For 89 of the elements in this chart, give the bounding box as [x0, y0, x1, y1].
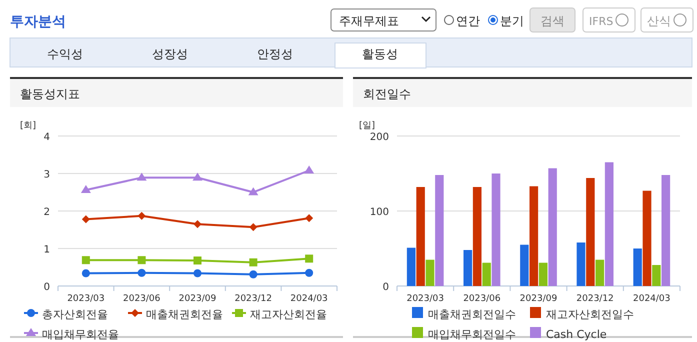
legend-label: 매출채권회전일수 — [428, 308, 516, 321]
x-tick-label: 2023/09 — [178, 294, 216, 304]
legend-label: 총자산회전율 — [42, 308, 108, 321]
point — [305, 214, 314, 222]
legend-item: 매입채무회전일수 — [412, 327, 516, 341]
legend-label: 매입채무회전일수 — [428, 328, 516, 341]
point — [138, 256, 146, 264]
point — [82, 269, 90, 278]
legend-item: Cash Cycle — [530, 327, 607, 341]
legend-label: 매출채권회전율 — [146, 308, 223, 321]
text: 활동성 — [362, 47, 398, 61]
point — [249, 223, 258, 232]
legend-item: 재고자산회전일수 — [530, 307, 634, 321]
y-tick-label: 0 — [44, 282, 50, 293]
legend-label: Cash Cycle — [546, 328, 607, 341]
text: 검색 — [540, 14, 564, 28]
bar — [530, 186, 538, 286]
y-tick-label: 200 — [370, 132, 389, 143]
point — [82, 215, 90, 224]
point — [194, 220, 202, 228]
x-tick-label: 2024/03 — [633, 294, 670, 304]
bar — [633, 248, 642, 286]
y-axis-title: [회] — [20, 121, 36, 131]
point — [194, 256, 202, 264]
text: 분기 — [500, 14, 524, 28]
text: 투자분석 — [10, 14, 66, 30]
point — [136, 172, 147, 181]
point — [249, 270, 258, 278]
bar — [586, 178, 595, 286]
text: 연간 — [456, 14, 480, 28]
y-tick-label: 2 — [44, 207, 50, 218]
legend-item: 매출채권회전율 — [128, 308, 223, 321]
chart-title: 회전일수 — [363, 87, 411, 101]
bar — [642, 190, 652, 286]
x-tick-label: 2024/03 — [290, 294, 328, 304]
bar — [435, 175, 444, 286]
point — [248, 187, 258, 196]
y-tick-label: 1 — [44, 244, 50, 256]
bar — [520, 244, 529, 286]
legend-item: 매출채권회전일수 — [412, 307, 516, 321]
point — [138, 268, 146, 277]
legend-label: 재고자산회전일수 — [546, 308, 634, 321]
point — [82, 256, 90, 264]
y-tick-label: 100 — [370, 207, 389, 218]
point — [305, 268, 314, 277]
text: IFRS — [589, 15, 614, 28]
bar — [596, 260, 604, 286]
point — [194, 269, 202, 278]
legend-label: 재고자산회전율 — [250, 308, 327, 321]
chart-title: 활동성지표 — [20, 87, 80, 101]
text: 수익성 — [47, 47, 83, 61]
x-tick-label: 2023/03 — [406, 294, 444, 304]
text: 주재무제표 — [339, 14, 399, 28]
point — [192, 172, 202, 181]
legend-item: 총자산회전율 — [24, 308, 108, 321]
y-tick-label: 4 — [44, 132, 50, 143]
bar — [472, 187, 482, 286]
text: 산식 — [647, 14, 671, 28]
y-tick-label: 3 — [44, 170, 50, 180]
x-tick-label: 2023/06 — [463, 294, 501, 304]
point — [304, 166, 314, 174]
bar — [464, 250, 472, 286]
x-tick-label: 2023/09 — [520, 294, 558, 304]
y-axis-title: [일] — [359, 121, 376, 131]
bar — [426, 260, 434, 286]
point — [138, 212, 146, 220]
bar — [482, 262, 491, 286]
x-tick-label: 2023/12 — [234, 294, 272, 304]
point — [249, 258, 258, 266]
point — [80, 185, 91, 193]
y-tick-label: 0 — [382, 282, 389, 293]
bar — [576, 242, 586, 286]
bar — [416, 187, 425, 286]
bar — [662, 175, 670, 286]
bar — [652, 265, 661, 286]
x-tick-label: 2023/12 — [576, 294, 614, 304]
bar — [548, 168, 557, 286]
x-tick-label: 2023/03 — [67, 294, 105, 304]
text: 안정성 — [257, 47, 293, 61]
bar — [604, 162, 614, 286]
legend-label: 매입채무회전율 — [42, 328, 119, 341]
text: 성장성 — [152, 47, 188, 61]
x-tick-label: 2023/06 — [123, 294, 161, 304]
bar — [406, 248, 416, 286]
legend-item: 매입채무회전율 — [24, 328, 119, 341]
point — [305, 254, 314, 263]
legend-item: 재고자산회전율 — [232, 308, 327, 321]
bar — [492, 174, 500, 286]
bar — [538, 262, 548, 286]
